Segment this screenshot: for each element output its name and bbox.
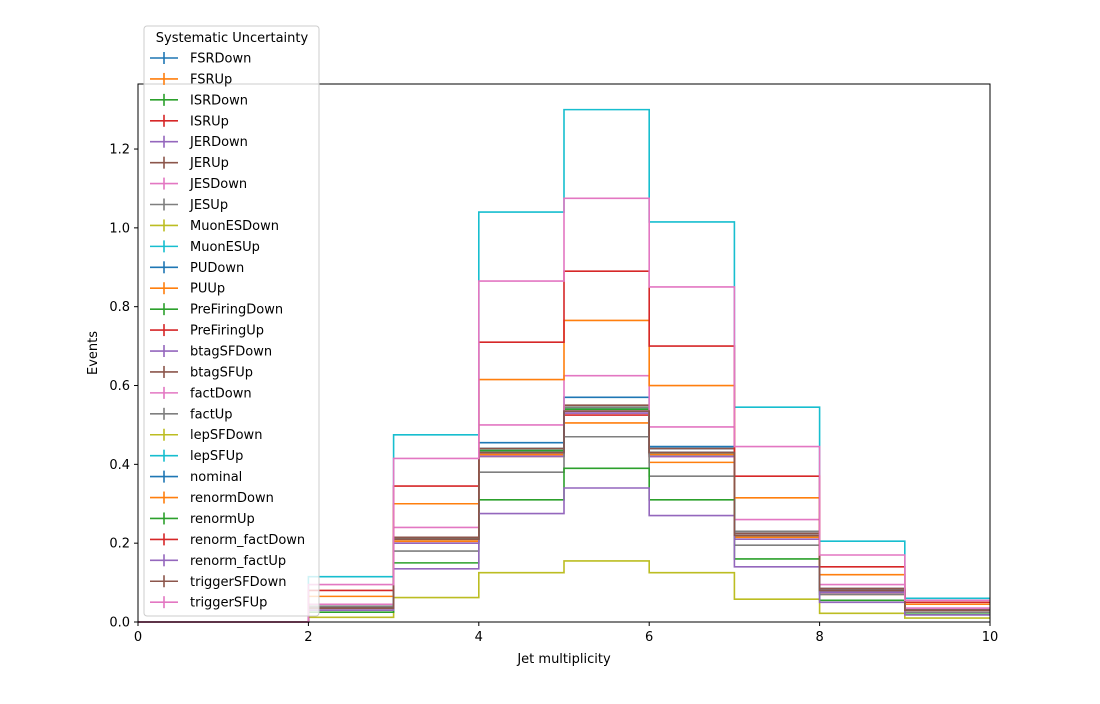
legend-label: lepSFUp xyxy=(190,449,243,464)
legend-label: ISRUp xyxy=(190,114,229,129)
x-axis: 0 2 4 6 8 10 xyxy=(134,622,998,645)
y-tick-label: 0.0 xyxy=(109,616,130,631)
legend-label: FSRUp xyxy=(190,72,232,87)
legend-label: FSRDown xyxy=(190,52,251,67)
legend-item: JERUp xyxy=(150,156,229,171)
legend-label: MuonESUp xyxy=(190,240,260,255)
x-tick-label: 6 xyxy=(645,630,653,645)
legend-label: triggerSFUp xyxy=(190,596,267,611)
legend-item: lepSFUp xyxy=(150,449,243,464)
legend-item: ISRUp xyxy=(150,114,229,129)
legend-item: PreFiringUp xyxy=(150,324,264,339)
legend-label: PreFiringDown xyxy=(190,303,283,318)
legend-label: JESUp xyxy=(189,198,228,213)
legend: Systematic Uncertainty FSRDown FSRUp ISRDo… xyxy=(143,25,320,617)
legend-label: triggerSFDown xyxy=(190,575,286,590)
x-tick-label: 2 xyxy=(304,630,312,645)
legend-label: MuonESDown xyxy=(190,219,279,234)
legend-label: btagSFDown xyxy=(190,345,272,360)
legend-label: btagSFUp xyxy=(190,365,253,380)
y-axis-label: Events xyxy=(86,331,101,375)
y-tick-label: 1.0 xyxy=(109,221,130,236)
legend-item: MuonESUp xyxy=(150,240,260,255)
legend-item: lepSFDown xyxy=(150,428,262,443)
legend-item: FSRUp xyxy=(150,72,232,87)
y-tick-label: 0.2 xyxy=(109,537,130,552)
legend-item: factUp xyxy=(150,407,233,422)
legend-label: JESDown xyxy=(189,177,247,192)
legend-title: Systematic Uncertainty xyxy=(156,31,309,46)
legend-item: FSRDown xyxy=(150,52,251,67)
legend-label: JERDown xyxy=(189,135,248,150)
x-tick-label: 0 xyxy=(134,630,142,645)
legend-label: JERUp xyxy=(189,156,229,171)
legend-item: triggerSFDown xyxy=(150,575,286,590)
legend-item: triggerSFUp xyxy=(150,596,267,611)
legend-label: nominal xyxy=(190,470,242,485)
legend-item: renormUp xyxy=(150,512,255,527)
legend-item: JESUp xyxy=(150,198,228,213)
legend-label: renormUp xyxy=(190,512,255,527)
legend-item: btagSFUp xyxy=(150,365,253,380)
y-tick-label: 0.8 xyxy=(109,300,130,315)
y-tick-label: 0.4 xyxy=(109,458,130,473)
x-tick-label: 4 xyxy=(475,630,483,645)
legend-label: PreFiringUp xyxy=(190,324,264,339)
legend-item: PreFiringDown xyxy=(150,303,283,318)
y-tick-label: 1.2 xyxy=(109,143,130,158)
legend-item: MuonESDown xyxy=(150,219,279,234)
legend-label: renorm_factDown xyxy=(190,533,305,548)
legend-label: ISRDown xyxy=(190,93,248,108)
legend-label: renormDown xyxy=(190,491,274,506)
legend-item: JERDown xyxy=(150,135,248,150)
x-axis-label: Jet multiplicity xyxy=(516,652,611,667)
x-tick-label: 10 xyxy=(982,630,999,645)
legend-item: ISRDown xyxy=(150,93,248,108)
legend-label: lepSFDown xyxy=(190,428,262,443)
y-axis: 0.0 0.2 0.4 0.6 0.8 1.0 1.2 xyxy=(109,143,138,631)
x-tick-label: 8 xyxy=(815,630,823,645)
legend-item: renorm_factUp xyxy=(150,554,286,569)
legend-item: renorm_factDown xyxy=(150,533,305,548)
legend-item: factDown xyxy=(150,386,252,401)
plot-frame xyxy=(137,83,991,623)
legend-label: PUDown xyxy=(190,261,244,276)
legend-item: PUUp xyxy=(150,282,225,297)
legend-item: renormDown xyxy=(150,491,274,506)
legend-label: renorm_factUp xyxy=(190,554,286,569)
legend-item: JESDown xyxy=(150,177,247,192)
legend-item: btagSFDown xyxy=(150,345,272,360)
legend-item: nominal xyxy=(150,470,242,485)
legend-item: PUDown xyxy=(150,261,244,276)
legend-label: PUUp xyxy=(190,282,225,297)
legend-label: factDown xyxy=(190,386,252,401)
legend-label: factUp xyxy=(190,407,233,422)
y-tick-label: 0.6 xyxy=(109,379,130,394)
legend-box xyxy=(143,25,320,617)
